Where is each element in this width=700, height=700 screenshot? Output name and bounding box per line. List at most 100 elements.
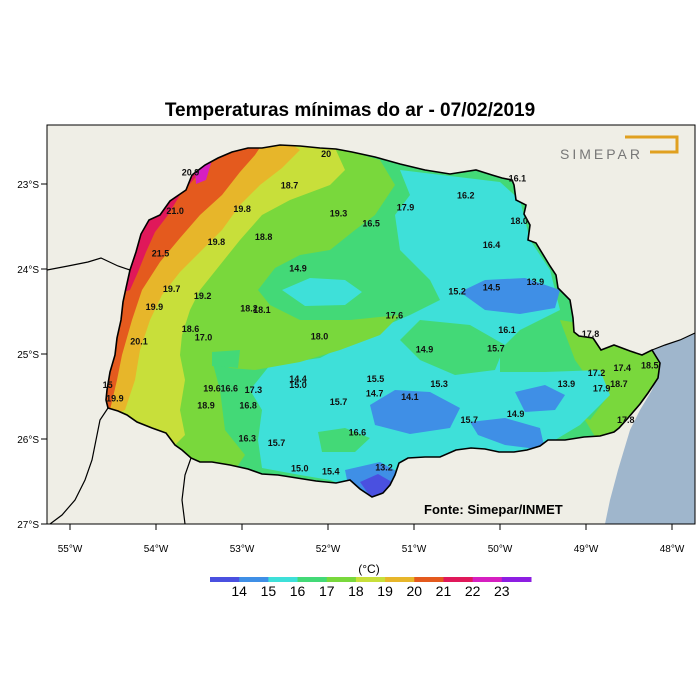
colorbar-swatch [355, 577, 386, 582]
lon-tick-label: 50°W [488, 544, 513, 555]
station-value: 19.9 [106, 394, 124, 404]
colorbar-swatch [239, 577, 269, 582]
station-value: 14.1 [401, 392, 419, 402]
lon-tick-label: 55°W [58, 544, 83, 555]
station-value: 15.0 [289, 380, 307, 390]
station-value: 14.9 [289, 264, 307, 274]
lon-tick-label: 54°W [144, 544, 169, 555]
logo-mark-icon [625, 135, 679, 154]
lat-tick-label: 24°S [17, 265, 39, 276]
station-value: 19.9 [146, 302, 164, 312]
station-value: 19.7 [163, 284, 181, 294]
lat-tick-label: 23°S [17, 180, 39, 191]
colorbar-swatch [443, 577, 474, 582]
station-value: 15.7 [487, 343, 505, 353]
station-value: 14.9 [416, 344, 434, 354]
colorbar-label: 17 [319, 583, 335, 599]
station-value: 14.9 [507, 409, 525, 419]
lon-tick-label: 51°W [402, 544, 427, 555]
santa-catarina-border [181, 457, 192, 524]
station-value: 17.9 [593, 383, 611, 393]
lon-tick-label: 52°W [316, 544, 341, 555]
station-value: 15.2 [448, 287, 466, 297]
ocean [605, 333, 695, 524]
colorbar-label: 23 [494, 583, 510, 599]
station-value: 16.6 [349, 428, 367, 438]
station-value: 20.1 [130, 337, 148, 347]
lat-tick-label: 26°S [17, 435, 39, 446]
station-value: 13.9 [527, 277, 545, 287]
station-value: 13.2 [375, 462, 393, 472]
station-value: 18.8 [255, 232, 273, 242]
station-value: 17.8 [582, 329, 600, 339]
station-value: 15.4 [322, 467, 340, 477]
station-labels: 20.9 20 18.7 21.0 19.8 19.3 17.9 16.2 16.1 18.8 19… [103, 149, 659, 477]
station-value: 17.0 [195, 332, 213, 342]
station-value: 16.1 [498, 325, 516, 335]
station-value: 17.9 [397, 202, 415, 212]
station-value: 16.2 [457, 190, 475, 200]
station-value: 14.5 [483, 282, 501, 292]
station-value: 20 [321, 149, 331, 159]
station-value: 19.8 [233, 204, 251, 214]
station-value: 15 [103, 380, 113, 390]
station-value: 15.5 [367, 374, 385, 384]
station-value: 15.7 [460, 415, 478, 425]
colorbar-swatch [385, 577, 415, 582]
station-value: 17.6 [386, 310, 404, 320]
station-value: 16.6 [221, 383, 239, 393]
colorbar-label: 20 [406, 583, 422, 599]
station-value: 16.1 [509, 173, 527, 183]
colorbar-swatch [210, 577, 240, 582]
station-value: 16.8 [239, 400, 257, 410]
station-value: 20.9 [182, 168, 200, 178]
map-title: Temperaturas mínimas do ar - 07/02/2019 [164, 100, 536, 121]
lon-tick-label: 49°W [574, 544, 599, 555]
station-value: 19.6 [203, 383, 221, 393]
station-value: 21.5 [152, 248, 170, 258]
lon-tick-label: 48°W [660, 544, 685, 555]
station-value: 15.0 [291, 463, 309, 473]
station-value: 21.0 [166, 206, 184, 216]
station-value: 17.3 [245, 385, 263, 395]
station-value: 19.8 [208, 237, 226, 247]
station-value: 18.0 [510, 216, 528, 226]
map-frame [46, 124, 696, 525]
colorbar-label: 19 [377, 583, 393, 599]
station-value: 19.2 [194, 291, 212, 301]
lat-tick-label: 27°S [17, 520, 39, 531]
logo-text: SIMEPAR [560, 146, 643, 162]
parana-border [105, 144, 661, 498]
station-value: 17.2 [588, 368, 606, 378]
colorbar-label: 21 [436, 583, 452, 599]
colorbar-label: 18 [348, 583, 364, 599]
station-value: 15.7 [330, 397, 348, 407]
station-value: 18.7 [281, 180, 299, 190]
station-value: 17.4 [614, 363, 632, 373]
simepar-logo: SIMEPAR [560, 135, 679, 162]
colorbar-swatch [297, 577, 328, 582]
sao-paulo-coast [651, 332, 695, 351]
station-value: 18.6 [182, 324, 200, 334]
station-value: 15.3 [430, 379, 448, 389]
station-value: 18.2 [240, 304, 258, 314]
colorbar: 14 15 16 17 18 19 20 21 22 23 [210, 577, 532, 599]
station-value: 16.4 [483, 240, 501, 250]
colorbar-label: 14 [231, 583, 247, 599]
lat-tick-label: 25°S [17, 350, 39, 361]
colorbar-unit: (°C) [358, 562, 379, 576]
station-value: 18.7 [610, 379, 628, 389]
paraguay-border [47, 257, 131, 271]
colorbar-swatch [326, 577, 357, 582]
lon-tick-label: 53°W [230, 544, 255, 555]
station-value: 18.0 [311, 332, 329, 342]
station-value: 16.3 [239, 434, 257, 444]
colorbar-label: 15 [261, 583, 277, 599]
station-value: 16.5 [362, 219, 380, 229]
station-value: 18.5 [641, 360, 659, 370]
axis-ticks: 55°W 54°W 53°W 52°W 51°W 50°W 49°W 48°W 23°S 24°S… [17, 180, 685, 555]
colorbar-label: 22 [465, 583, 481, 599]
source-credit: Fonte: Simepar/INMET [424, 502, 563, 517]
argentina-border [49, 407, 109, 524]
